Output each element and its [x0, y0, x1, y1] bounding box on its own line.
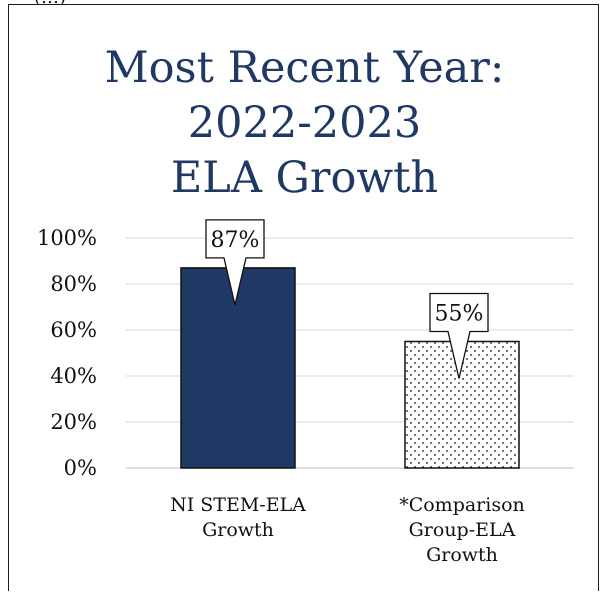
chart-title: Most Recent Year: 2022-2023 ELA Growth [9, 41, 600, 206]
y-tick-label: 100% [37, 226, 97, 250]
y-tick-label: 0% [64, 456, 97, 480]
y-tick-label: 20% [50, 410, 97, 434]
chart-title-line-1: Most Recent Year: [104, 43, 505, 93]
category-label: *Comparison [399, 494, 525, 516]
y-tick-label: 80% [50, 272, 97, 296]
y-tick-label: 40% [50, 364, 97, 388]
chart-title-line-2: 2022-2023 [187, 98, 422, 148]
category-label: Growth [426, 544, 498, 566]
chart-title-line-3: ELA Growth [170, 153, 439, 203]
bar [180, 267, 296, 469]
chart-frame: Most Recent Year: 2022-2023 ELA Growth 0… [8, 4, 599, 591]
category-label: Group-ELA [409, 519, 516, 541]
data-label: 87% [211, 228, 260, 253]
data-label: 55% [435, 302, 484, 327]
y-tick-label: 60% [50, 318, 97, 342]
bar-chart: 0% 20% 40% 60% 80% 100% 87% NI STEM-ELA Growth 55… [37, 219, 574, 566]
category-label: NI STEM-ELA [170, 494, 306, 516]
data-label-callout [205, 219, 265, 306]
category-label: Growth [202, 519, 274, 541]
data-label-callout [429, 292, 489, 379]
